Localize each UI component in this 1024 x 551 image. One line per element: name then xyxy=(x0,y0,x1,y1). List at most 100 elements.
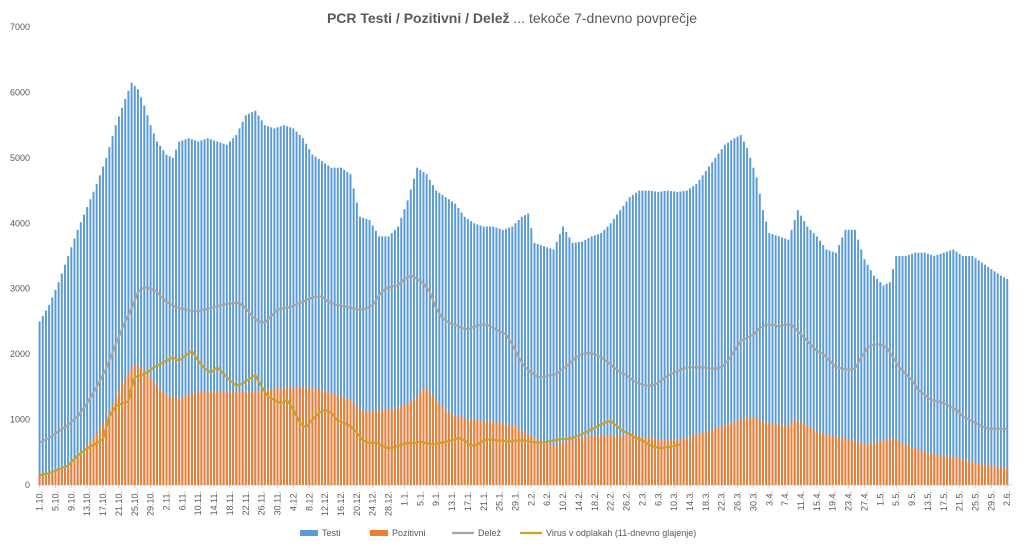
pozitivni-bar xyxy=(162,392,165,485)
pozitivni-bar xyxy=(860,442,863,485)
testi-bar xyxy=(333,167,336,485)
testi-bar xyxy=(781,237,783,485)
pozitivni-bar xyxy=(146,373,149,485)
testi-bar xyxy=(552,249,555,485)
pozitivni-bar xyxy=(533,437,536,485)
testi-bar xyxy=(844,229,847,485)
testi-bar xyxy=(977,260,980,485)
pozitivni-bar xyxy=(631,435,634,485)
testi-bar xyxy=(159,145,162,485)
testi-bar xyxy=(914,252,917,485)
pozitivni-bar xyxy=(974,462,977,485)
testi-bar xyxy=(317,158,320,485)
testi-bar xyxy=(952,249,955,485)
testi-bar xyxy=(492,226,495,486)
pozitivni-bar xyxy=(355,406,358,485)
y-tick-label: 0 xyxy=(25,480,30,490)
pozitivni-bar xyxy=(197,392,200,485)
pozitivni-bar xyxy=(771,423,774,485)
testi-bar xyxy=(968,256,971,485)
pozitivni-bar xyxy=(235,392,238,485)
pozitivni-bar xyxy=(809,427,812,485)
testi-bar xyxy=(63,264,66,485)
pozitivni-bar xyxy=(428,392,431,485)
testi-bar xyxy=(149,125,152,486)
pozitivni-bar xyxy=(222,392,225,485)
testi-bar xyxy=(984,264,987,485)
pozitivni-bar xyxy=(86,445,89,485)
pozitivni-bar xyxy=(926,452,929,485)
pozitivni-bar xyxy=(336,395,339,485)
pozitivni-bar xyxy=(796,420,799,485)
pozitivni-bar xyxy=(352,403,355,485)
x-tick-label: 10.11. xyxy=(193,491,203,515)
pozitivni-bar xyxy=(622,435,625,485)
pozitivni-bar xyxy=(577,437,580,485)
x-tick-label: 8.12. xyxy=(304,491,314,511)
pozitivni-bar xyxy=(755,418,758,485)
testi-bar xyxy=(771,234,774,485)
pozitivni-bar xyxy=(149,377,152,485)
pozitivni-bar xyxy=(203,391,206,485)
testi-bar xyxy=(508,227,511,485)
x-tick-label: 21.10. xyxy=(114,491,124,516)
testi-bar xyxy=(38,321,41,485)
testi-bar xyxy=(51,297,54,485)
pozitivni-bar xyxy=(279,388,282,485)
testi-bar xyxy=(654,191,657,486)
testi-bar xyxy=(980,262,983,485)
testi-bar xyxy=(549,248,552,485)
testi-bar xyxy=(295,131,298,485)
pozitivni-bar xyxy=(701,432,704,485)
x-tick-label: 14.2. xyxy=(574,491,584,511)
testi-bar xyxy=(54,289,57,485)
testi-bar xyxy=(815,236,818,485)
pozitivni-bar xyxy=(596,435,599,485)
pozitivni-bar xyxy=(489,421,492,485)
testi-bar xyxy=(698,179,701,485)
testi-bar xyxy=(114,125,117,486)
x-tick-label: 17.1. xyxy=(463,491,473,511)
pozitivni-bar xyxy=(257,391,260,485)
pozitivni-bar xyxy=(876,441,879,485)
testi-bar xyxy=(777,236,780,485)
testi-bar xyxy=(647,190,650,486)
testi-bar xyxy=(67,256,70,485)
pozitivni-bar xyxy=(232,392,235,485)
testi-bar xyxy=(644,190,647,486)
pozitivni-bar xyxy=(552,445,555,485)
testi-bar xyxy=(140,97,143,485)
x-tick-label: 27.4. xyxy=(859,491,869,511)
testi-bar xyxy=(171,157,174,485)
testi-bar xyxy=(895,256,898,485)
testi-bar xyxy=(993,271,996,485)
pozitivni-bar xyxy=(822,433,825,485)
testi-bar xyxy=(758,193,761,486)
pozitivni-bar xyxy=(892,437,895,485)
pozitivni-bar xyxy=(536,439,539,485)
testi-bar xyxy=(460,212,463,485)
pozitivni-bar xyxy=(298,387,301,485)
testi-bar xyxy=(936,254,939,485)
pozitivni-bar xyxy=(603,435,606,485)
testi-bar xyxy=(463,216,466,485)
testi-bar xyxy=(945,251,948,485)
x-tick-label: 5.1. xyxy=(415,491,425,506)
x-tick-label: 30.11. xyxy=(273,491,283,515)
pozitivni-bar xyxy=(682,438,685,485)
testi-bar xyxy=(511,226,514,486)
testi-bar xyxy=(403,209,406,485)
pozitivni-bar xyxy=(635,436,638,485)
pozitivni-bar xyxy=(63,468,66,485)
testi-bar xyxy=(939,253,942,485)
testi-bar xyxy=(720,149,723,485)
y-tick-label: 6000 xyxy=(10,87,30,97)
testi-bar xyxy=(254,110,257,486)
pozitivni-bar xyxy=(850,440,853,485)
testi-bar xyxy=(308,149,311,485)
x-tick-label: 29.5. xyxy=(986,491,996,511)
pozitivni-bar xyxy=(228,392,231,485)
x-tick-label: 9.1. xyxy=(431,491,441,506)
testi-bar xyxy=(688,188,691,485)
y-tick-label: 5000 xyxy=(10,153,30,163)
